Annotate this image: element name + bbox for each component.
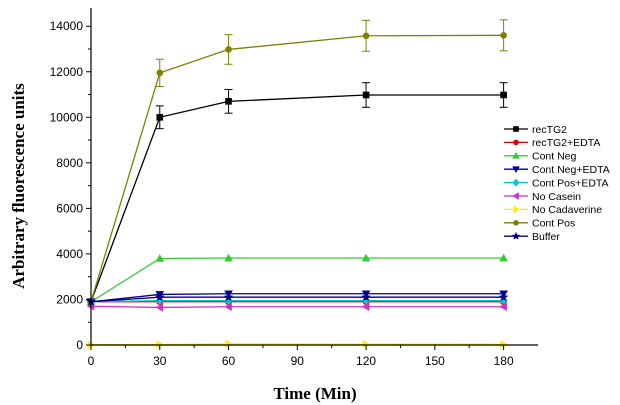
data-point (362, 339, 371, 349)
data-point (513, 220, 519, 226)
legend-label: Cont Neg+EDTA (532, 164, 610, 176)
data-point (512, 152, 520, 159)
data-point (512, 192, 519, 200)
legend-item: recTG2 (504, 124, 567, 136)
y-tick-label: 8000 (56, 156, 83, 170)
x-tick-label: 30 (153, 354, 167, 368)
data-point (156, 113, 164, 121)
x-tick-label: 60 (222, 354, 236, 368)
data-point (499, 302, 507, 312)
data-point (499, 253, 508, 262)
data-point (512, 166, 520, 173)
x-tick-label: 0 (88, 354, 95, 368)
x-tick-label: 120 (356, 354, 376, 368)
y-tick-label: 14000 (50, 19, 84, 33)
legend-item: No Cadaverine (504, 204, 602, 216)
data-point (223, 292, 234, 302)
data-point (361, 302, 370, 312)
data-point (224, 302, 232, 312)
data-point (499, 292, 509, 302)
series-line (90, 94, 504, 302)
data-point (500, 32, 507, 39)
legend-label: Cont Pos (532, 218, 575, 230)
series-cont-pos (87, 19, 508, 306)
series-buffer (86, 292, 509, 306)
legend-item: Cont Neg (504, 151, 577, 163)
data-point (500, 340, 508, 349)
axes: 0 30 60 90 120 150 180 0 2000 4000 6000 8000 10000 12… (50, 8, 538, 368)
x-tick-label: 180 (494, 354, 514, 368)
y-tick-label: 2000 (56, 292, 83, 306)
legend-item: Cont Pos (504, 218, 575, 230)
y-tick-label: 4000 (56, 247, 83, 261)
plot-area (86, 19, 509, 350)
data-point (225, 98, 232, 105)
y-tick-label: 0 (76, 338, 83, 352)
legend-item: No Casein (504, 191, 581, 203)
legend-label: Cont Pos+EDTA (532, 177, 609, 189)
y-axis-title: Arbitrary fluorescence units (9, 83, 28, 289)
data-point (512, 178, 520, 187)
data-point (513, 139, 519, 146)
data-point (513, 126, 519, 132)
data-point (155, 292, 165, 302)
data-point (361, 253, 371, 262)
legend-label: Cont Neg (532, 151, 577, 163)
data-point (361, 292, 371, 302)
y-tick-label: 6000 (56, 201, 83, 215)
data-point (155, 303, 164, 312)
y-tick-label: 10000 (50, 110, 84, 124)
series-rectg2 (87, 82, 508, 306)
y-tick-label: 12000 (50, 65, 84, 79)
x-tick-label: 90 (291, 354, 305, 368)
legend-label: recTG2+EDTA (532, 137, 600, 149)
data-point (513, 205, 520, 214)
data-point (362, 91, 370, 99)
legend-label: No Casein (532, 191, 581, 203)
data-point (225, 46, 232, 53)
data-point (156, 69, 164, 77)
data-point (511, 231, 521, 240)
data-point (500, 91, 507, 99)
data-point (362, 32, 370, 40)
series-rectg2-edta (87, 298, 507, 306)
x-tick-label: 150 (425, 354, 445, 368)
legend-item: recTG2+EDTA (504, 137, 600, 149)
legend-label: recTG2 (532, 124, 567, 136)
series-line (90, 34, 504, 302)
data-point (225, 339, 233, 349)
legend-label: No Cadaverine (532, 204, 602, 216)
legend-label: Buffer (532, 231, 560, 243)
series-line (90, 305, 504, 309)
series-no-casein (86, 301, 507, 312)
legend-item: Buffer (504, 231, 560, 243)
legend-item: Cont Pos+EDTA (504, 177, 609, 189)
x-axis-title: Time (Min) (273, 384, 356, 403)
data-point (155, 254, 165, 262)
data-point (224, 253, 233, 262)
legend-item: Cont Neg+EDTA (504, 164, 610, 176)
